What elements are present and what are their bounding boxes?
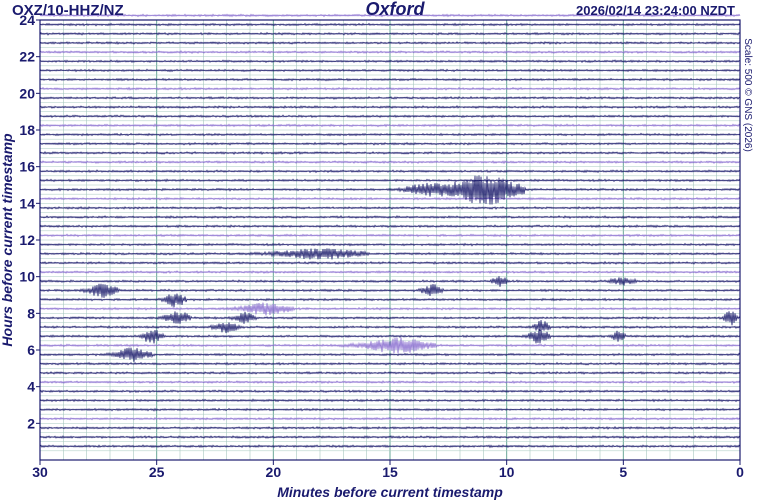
trace-line — [39, 196, 741, 201]
trace-line — [39, 276, 741, 287]
y-tick-label: 2 — [27, 415, 35, 431]
trace-line — [39, 86, 741, 91]
trace-line — [39, 175, 741, 205]
trace-line — [39, 169, 741, 174]
traces — [39, 13, 741, 449]
trace-line — [39, 95, 741, 100]
trace-line — [39, 49, 741, 55]
trace-line — [39, 389, 741, 394]
trace-line — [39, 407, 741, 412]
trace-line — [39, 347, 741, 362]
y-tick-label: 20 — [19, 85, 35, 101]
x-tick-label: 10 — [499, 464, 515, 480]
trace-line — [39, 114, 741, 119]
trace-line — [39, 380, 741, 385]
trace-line — [39, 398, 741, 403]
trace-line — [39, 105, 741, 110]
y-tick-label: 8 — [27, 305, 35, 321]
scale-note: Scale: 500 © GNS (2026) — [742, 38, 753, 152]
trace-line — [39, 150, 741, 155]
y-tick-label: 16 — [19, 159, 35, 175]
y-tick-label: 4 — [27, 379, 35, 395]
trace-line — [39, 260, 741, 266]
trace-line — [39, 248, 741, 260]
trace-line — [39, 141, 741, 146]
y-tick-label: 6 — [27, 342, 35, 358]
trace-line — [39, 311, 741, 326]
trace-line — [39, 444, 741, 449]
trace-line — [39, 224, 741, 229]
x-axis-label: Minutes before current timestamp — [277, 484, 503, 500]
trace-line — [39, 329, 741, 344]
y-tick-label: 24 — [19, 12, 35, 28]
trace-line — [39, 123, 741, 128]
x-tick-label: 5 — [619, 464, 627, 480]
trace-line — [39, 59, 741, 64]
timestamp-label: 2026/02/14 23:24:00 NZDT — [576, 3, 735, 18]
trace-line — [39, 270, 741, 275]
trace-line — [39, 242, 741, 247]
x-tick-label: 15 — [382, 464, 398, 480]
trace-line — [39, 132, 741, 137]
trace-line — [39, 22, 741, 27]
trace-line — [39, 160, 741, 165]
station-label: OXZ/10-HHZ/NZ — [12, 2, 124, 19]
y-tick-label: 10 — [19, 269, 35, 285]
x-tick-label: 0 — [736, 464, 744, 480]
trace-line — [39, 320, 741, 334]
trace-line — [39, 283, 741, 298]
trace-line — [39, 233, 741, 238]
trace-line — [39, 293, 741, 308]
y-tick-label: 18 — [19, 122, 35, 138]
x-tick-label: 20 — [266, 464, 282, 480]
trace-line — [39, 425, 741, 430]
trace-line — [39, 302, 741, 316]
trace-line — [39, 370, 741, 375]
trace-line — [39, 435, 741, 440]
trace-line — [39, 40, 741, 45]
trace-line — [39, 31, 741, 36]
x-tick-label: 25 — [149, 464, 165, 480]
trace-line — [39, 337, 741, 354]
trace-line — [39, 205, 741, 210]
grid — [39, 19, 741, 461]
y-tick-label: 12 — [19, 232, 35, 248]
y-tick-label: 22 — [19, 49, 35, 65]
trace-line — [39, 361, 741, 366]
trace-line — [39, 416, 741, 421]
x-tick-label: 30 — [32, 464, 48, 480]
trace-line — [39, 77, 741, 82]
y-tick-label: 14 — [19, 195, 35, 211]
trace-line — [39, 13, 741, 18]
trace-line — [39, 178, 741, 183]
site-title: Oxford — [365, 0, 425, 19]
trace-line — [39, 68, 741, 73]
trace-line — [39, 215, 741, 220]
y-axis-label: Hours before current timestamp — [0, 133, 15, 347]
